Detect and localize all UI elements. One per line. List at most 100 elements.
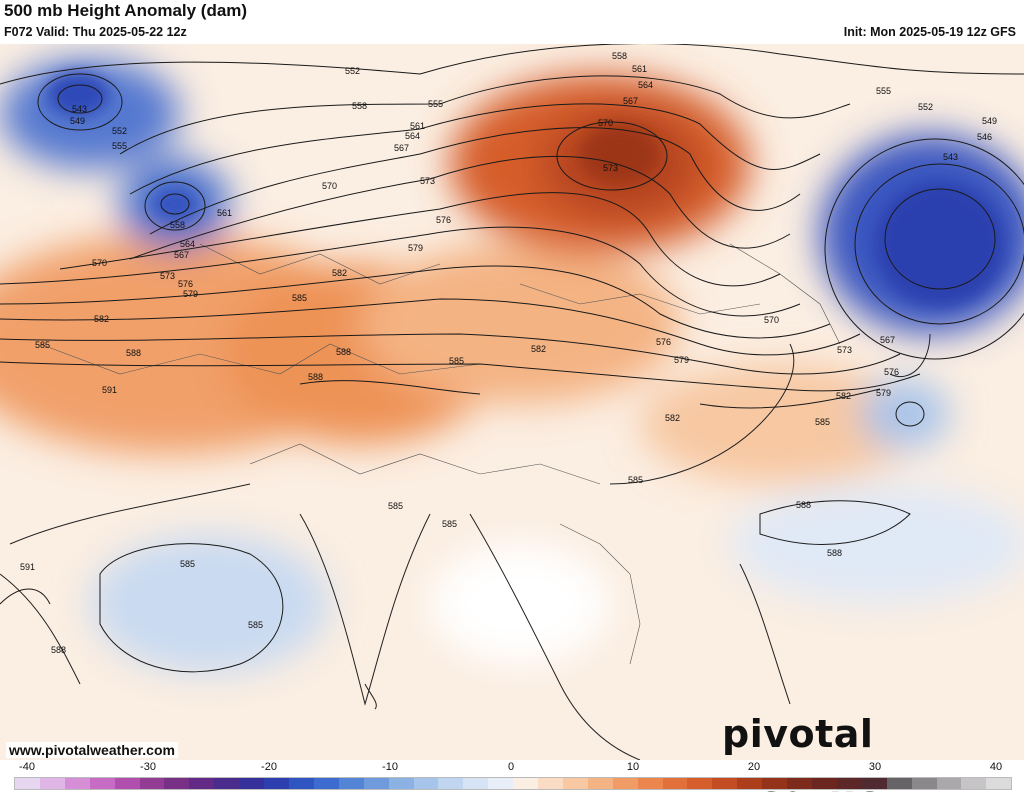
contour-label: 573 bbox=[420, 176, 435, 186]
contour-label: 588 bbox=[336, 347, 351, 357]
colorbar-swatch bbox=[164, 778, 190, 789]
contour-label: 567 bbox=[880, 335, 895, 345]
contour-label: 561 bbox=[217, 208, 232, 218]
colorbar-swatches bbox=[14, 777, 1012, 790]
colorbar-swatch bbox=[538, 778, 563, 789]
contour-label: 555 bbox=[112, 141, 127, 151]
colorbar-swatch bbox=[313, 778, 339, 789]
map-header: 500 mb Height Anomaly (dam) F072 Valid: … bbox=[0, 0, 1024, 44]
contour-label: 582 bbox=[94, 314, 109, 324]
contour-label: 588 bbox=[126, 348, 141, 358]
colorbar: -40 -30 -20 -10 0 10 20 30 40 bbox=[0, 760, 1024, 791]
contour-label: 558 bbox=[352, 101, 367, 111]
contour-label: 585 bbox=[388, 501, 403, 511]
contour-label: 579 bbox=[674, 355, 689, 365]
colorbar-swatch bbox=[936, 778, 962, 789]
map-title: 500 mb Height Anomaly (dam) bbox=[4, 1, 248, 20]
colorbar-swatch bbox=[886, 778, 912, 789]
contour-label: 567 bbox=[174, 250, 189, 260]
colorbar-swatch bbox=[836, 778, 862, 789]
colorbar-swatch bbox=[89, 778, 115, 789]
colorbar-swatch bbox=[861, 778, 887, 789]
colorbar-swatch bbox=[911, 778, 937, 789]
contour-label: 585 bbox=[248, 620, 263, 630]
colorbar-tick: 30 bbox=[868, 761, 882, 773]
contour-label: 552 bbox=[345, 66, 360, 76]
contour-label: 576 bbox=[436, 215, 451, 225]
contour-label: 573 bbox=[837, 345, 852, 355]
colorbar-swatch bbox=[812, 778, 837, 789]
contour-label: 576 bbox=[178, 279, 193, 289]
colorbar-swatch bbox=[288, 778, 314, 789]
contour-label: 552 bbox=[918, 102, 933, 112]
contour-label: 561 bbox=[410, 121, 425, 131]
colorbar-swatch bbox=[737, 778, 763, 789]
contour-label: 588 bbox=[827, 548, 842, 558]
colorbar-swatch bbox=[189, 778, 215, 789]
colorbar-swatch bbox=[388, 778, 414, 789]
contour-label: 561 bbox=[632, 64, 647, 74]
map-canvas: 543 549 552 555 552 558 555 558 561 564 … bbox=[0, 44, 1024, 760]
contour-label: 570 bbox=[598, 118, 613, 128]
contour-label: 585 bbox=[35, 340, 50, 350]
contour-label: 549 bbox=[70, 116, 85, 126]
contour-label: 585 bbox=[442, 519, 457, 529]
colorbar-tick: 10 bbox=[626, 761, 640, 773]
colorbar-swatch bbox=[413, 778, 439, 789]
colorbar-swatch bbox=[562, 778, 588, 789]
colorbar-swatch bbox=[363, 778, 389, 789]
colorbar-swatch bbox=[64, 778, 90, 789]
contour-label: 582 bbox=[531, 344, 546, 354]
contour-label: 567 bbox=[623, 96, 638, 106]
colorbar-swatch bbox=[986, 778, 1012, 789]
init-time: Init: Mon 2025-05-19 12z GFS bbox=[843, 25, 1016, 39]
contour-label: 585 bbox=[815, 417, 830, 427]
contour-label: 555 bbox=[876, 86, 891, 96]
contour-label: 576 bbox=[656, 337, 671, 347]
colorbar-tick: 40 bbox=[989, 761, 1003, 773]
contour-label: 567 bbox=[394, 143, 409, 153]
colorbar-tick: -20 bbox=[261, 761, 277, 773]
anomaly-shading bbox=[0, 59, 1024, 674]
colorbar-swatch bbox=[662, 778, 688, 789]
colorbar-tick: 0 bbox=[507, 761, 515, 773]
colorbar-swatch bbox=[338, 778, 364, 789]
colorbar-swatch bbox=[587, 778, 613, 789]
contour-label: 585 bbox=[449, 356, 464, 366]
colorbar-ticks: -40 -30 -20 -10 0 10 20 30 40 bbox=[0, 760, 1024, 774]
contour-label: 585 bbox=[292, 293, 307, 303]
contour-label: 546 bbox=[977, 132, 992, 142]
contour-label: 582 bbox=[836, 391, 851, 401]
contour-label: 585 bbox=[180, 559, 195, 569]
contour-label: 579 bbox=[408, 243, 423, 253]
contour-label: 543 bbox=[943, 152, 958, 162]
colorbar-swatch bbox=[239, 778, 265, 789]
contour-label: 582 bbox=[665, 413, 680, 423]
colorbar-tick: -30 bbox=[140, 761, 156, 773]
valid-time: F072 Valid: Thu 2025-05-22 12z bbox=[4, 25, 187, 39]
contour-label: 588 bbox=[51, 645, 66, 655]
contour-label: 570 bbox=[764, 315, 779, 325]
contour-label: 570 bbox=[92, 258, 107, 268]
colorbar-swatch bbox=[712, 778, 738, 789]
contour-label: 573 bbox=[160, 271, 175, 281]
contour-label: 564 bbox=[180, 239, 195, 249]
contour-label: 573 bbox=[603, 163, 618, 173]
anomaly-map[interactable]: 543 549 552 555 552 558 555 558 561 564 … bbox=[0, 44, 1024, 760]
colorbar-tick: -40 bbox=[19, 761, 35, 773]
colorbar-swatch bbox=[612, 778, 638, 789]
colorbar-swatch bbox=[139, 778, 165, 789]
colorbar-swatch bbox=[15, 778, 40, 789]
colorbar-swatch bbox=[762, 778, 788, 789]
colorbar-swatch bbox=[513, 778, 539, 789]
contour-label: 570 bbox=[322, 181, 337, 191]
contour-labels: 543 549 552 555 552 558 555 558 561 564 … bbox=[20, 51, 997, 655]
colorbar-swatch bbox=[264, 778, 289, 789]
colorbar-swatch bbox=[214, 778, 240, 789]
colorbar-swatch bbox=[438, 778, 464, 789]
coastlines bbox=[0, 333, 931, 760]
source-url: www.pivotalweather.com bbox=[6, 742, 178, 758]
colorbar-swatch bbox=[463, 778, 489, 789]
contour-label: 555 bbox=[428, 99, 443, 109]
contour-label: 552 bbox=[112, 126, 127, 136]
